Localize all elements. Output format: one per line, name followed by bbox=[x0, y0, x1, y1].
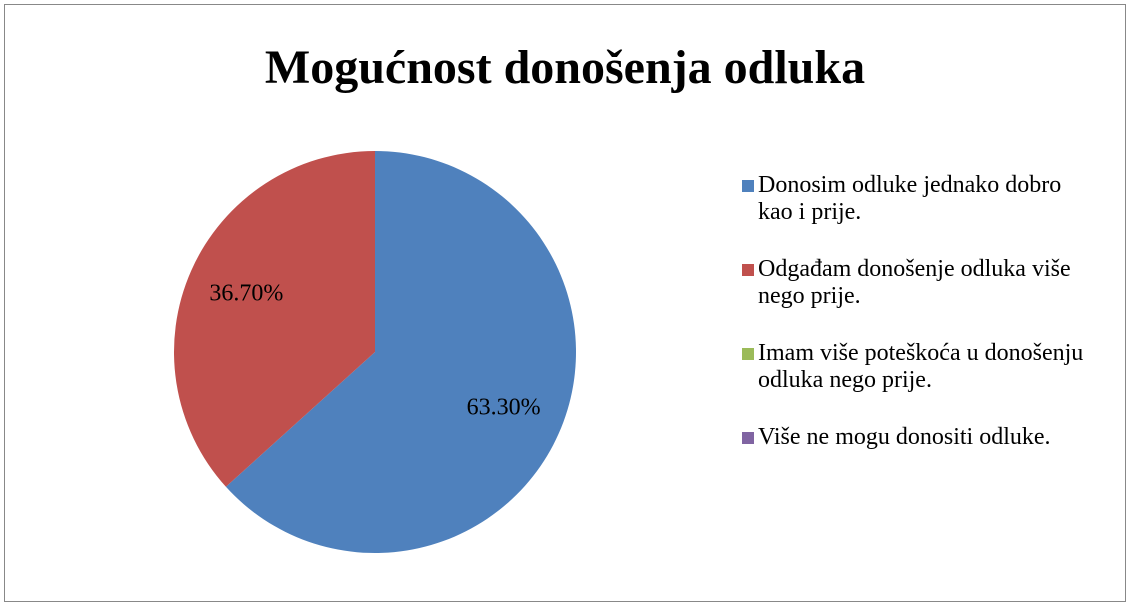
legend-item: Donosim odluke jednako dobro kao i prije… bbox=[742, 172, 1092, 226]
legend-item: Više ne mogu donositi odluke. bbox=[742, 424, 1092, 451]
legend-item: Odgađam donošenje odluka više nego prije… bbox=[742, 256, 1092, 310]
legend-swatch bbox=[742, 432, 754, 444]
chart-title: Mogućnost donošenja odluka bbox=[265, 41, 865, 94]
legend-swatch bbox=[742, 180, 754, 192]
legend-label: Imam više poteškoća u donošenju odluka n… bbox=[758, 340, 1084, 393]
pie-slice bbox=[174, 151, 375, 487]
pie-slice bbox=[225, 151, 576, 553]
legend-label: Odgađam donošenje odluka više nego prije… bbox=[758, 256, 1071, 309]
legend-label: Više ne mogu donositi odluke. bbox=[758, 424, 1051, 450]
legend-swatch bbox=[742, 264, 754, 276]
legend: Donosim odluke jednako dobro kao i prije… bbox=[742, 172, 1092, 451]
legend-label: Donosim odluke jednako dobro kao i prije… bbox=[758, 172, 1062, 225]
data-label: 36.70% bbox=[209, 280, 283, 306]
legend-item: Imam više poteškoća u donošenju odluka n… bbox=[742, 340, 1092, 394]
legend-swatch bbox=[742, 348, 754, 360]
data-label: 63.30% bbox=[467, 395, 541, 421]
